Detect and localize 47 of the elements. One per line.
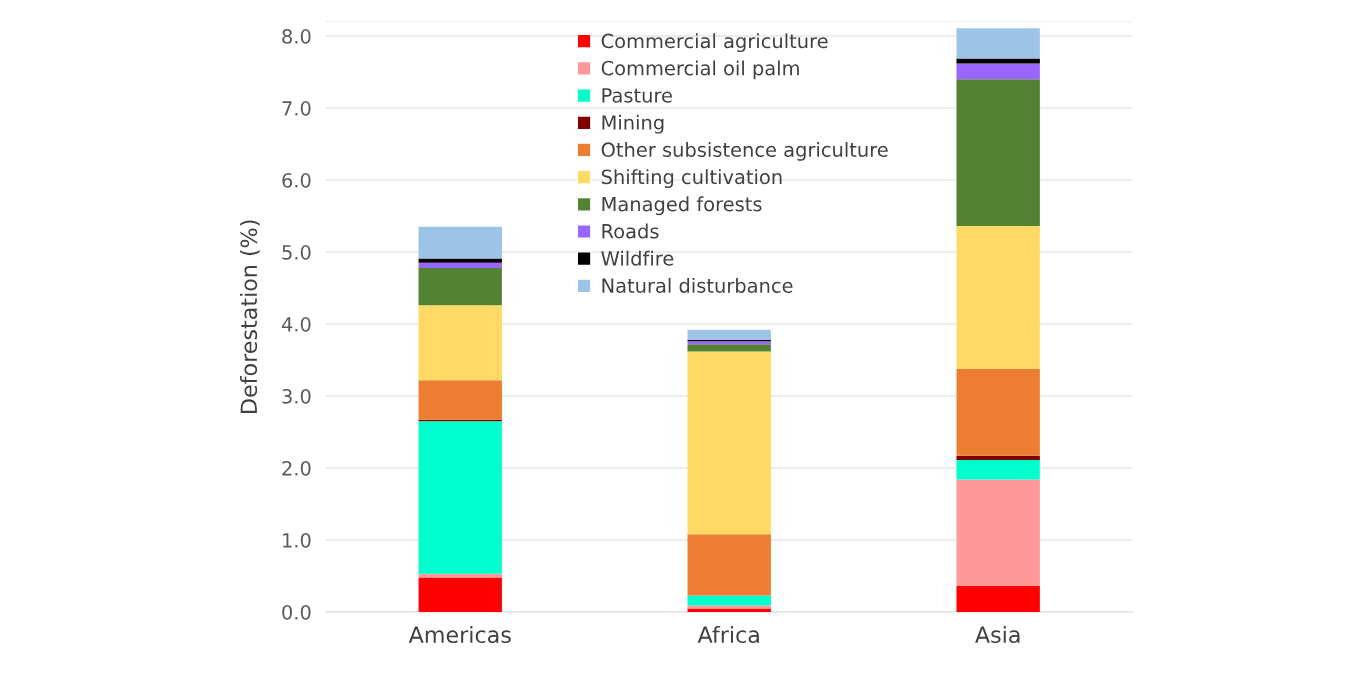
bar	[956, 63, 1040, 80]
bar	[956, 28, 1040, 59]
bar	[418, 262, 502, 268]
legend-label: Other subsistence agriculture	[601, 141, 888, 161]
bar	[418, 380, 502, 420]
legend-label: Shifting cultivation	[601, 169, 782, 188]
bar	[687, 344, 771, 352]
bar	[418, 267, 502, 306]
bar	[687, 534, 771, 596]
y-tick-label: 8.0	[282, 29, 311, 44]
bar	[956, 79, 1040, 227]
legend-label: Pasture	[602, 88, 672, 103]
bar	[418, 305, 502, 381]
bar	[956, 226, 1040, 369]
bar	[418, 258, 502, 263]
legend-label: Commercial oil palm	[601, 60, 799, 80]
bar	[687, 329, 771, 340]
bar	[687, 608, 771, 613]
legend-label: Roads	[602, 223, 659, 239]
bar	[418, 421, 502, 574]
bar	[418, 577, 502, 613]
bar	[687, 595, 771, 606]
y-tick-label: 0.0	[282, 604, 311, 620]
y-tick-label: 3.0	[282, 388, 311, 404]
legend-label: Commercial agriculture	[601, 33, 828, 53]
x-tick-label: Africa	[697, 625, 759, 644]
y-tick-label: 1.0	[283, 532, 311, 548]
y-tick-label: 2.0	[282, 460, 311, 476]
x-tick-label: Asia	[975, 625, 1020, 644]
bar	[956, 586, 1040, 613]
y-tick-label: 5.0	[282, 245, 311, 260]
y-axis-title: Deforestation (%)	[239, 220, 260, 413]
legend-label: Mining	[602, 114, 664, 134]
bar	[956, 455, 1040, 461]
x-tick-label: Americas	[408, 625, 511, 644]
bar	[956, 460, 1040, 480]
bar	[687, 351, 771, 535]
legend-label: Wildfire	[601, 250, 674, 266]
bar	[956, 58, 1040, 64]
y-tick-label: 4.0	[281, 316, 311, 332]
legend-label: Managed forests	[602, 196, 762, 216]
legend-label: Natural disturbance	[602, 277, 793, 293]
bar	[956, 368, 1040, 456]
y-tick-label: 7.0	[282, 101, 311, 116]
y-tick-label: 6.0	[282, 173, 311, 188]
bar	[956, 479, 1040, 587]
bar	[418, 226, 502, 259]
